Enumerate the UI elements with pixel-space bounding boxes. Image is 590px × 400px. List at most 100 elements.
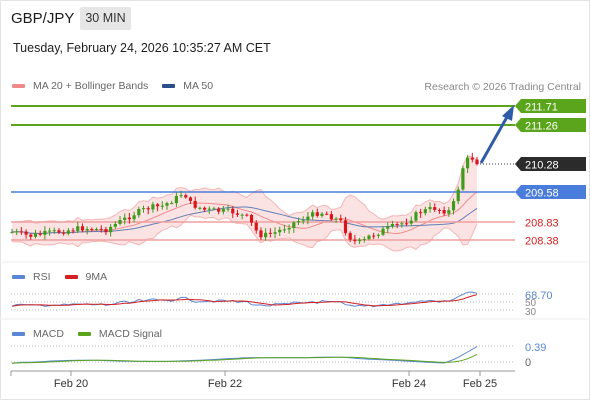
candle-body xyxy=(311,212,315,217)
level-label-208-83: 208.83 xyxy=(525,218,559,230)
candle-body xyxy=(437,209,442,211)
candle-body xyxy=(113,223,117,227)
candle-body xyxy=(325,213,329,215)
macd-zero-label: 0 xyxy=(525,357,531,369)
macd-value-label: 0.39 xyxy=(525,342,546,354)
candle-body xyxy=(202,207,207,210)
candle-body xyxy=(90,228,94,230)
candle-body xyxy=(287,227,291,230)
rsi-tick-30: 30 xyxy=(525,307,537,318)
legend-label-macd: MACD xyxy=(33,328,64,340)
candle-body xyxy=(461,168,465,190)
legend-label-bollinger: MA 20 + Bollinger Bands xyxy=(33,80,149,92)
timestamp-label: Tuesday, February 24, 2026 10:35:27 AM C… xyxy=(13,41,271,55)
candle-body xyxy=(419,212,423,214)
candle-body xyxy=(151,204,155,210)
macd-signal-line xyxy=(11,353,478,364)
candle-body xyxy=(179,195,183,197)
candle-body xyxy=(264,232,268,238)
legend-item-macd[interactable]: MACD xyxy=(12,328,64,340)
legend-swatch-9ma xyxy=(64,275,78,279)
candle-body xyxy=(249,214,254,223)
candle-body xyxy=(127,217,132,220)
candle-body xyxy=(357,239,362,242)
candle-body xyxy=(367,235,371,240)
legend-item-ma50[interactable]: MA 50 xyxy=(162,80,213,92)
candle-body xyxy=(184,195,188,198)
candle-body xyxy=(301,220,305,222)
candle-body xyxy=(268,232,272,234)
level-badge-210-28[interactable]: 210.28 xyxy=(515,157,586,172)
candle-body xyxy=(428,207,432,210)
candle-body xyxy=(10,231,14,233)
candle-body xyxy=(259,230,263,238)
level-badge-211-71[interactable]: 211.71 xyxy=(515,99,586,114)
candle-body xyxy=(235,213,240,215)
timeframe-button[interactable]: 30 MIN xyxy=(80,7,131,30)
chart-header: GBP/JPY 30 MIN xyxy=(0,0,590,34)
rsi-9ma-line xyxy=(11,294,478,307)
legend-label-9ma: 9MA xyxy=(85,271,108,283)
macd-legend: MACD MACD Signal xyxy=(12,328,176,340)
candle-body xyxy=(339,218,343,221)
candle-body xyxy=(456,189,460,202)
candle-body xyxy=(221,208,225,212)
candle-body xyxy=(29,234,33,237)
candle-body xyxy=(146,208,150,210)
candle-body xyxy=(372,235,376,237)
level-badge-209-58[interactable]: 209.58 xyxy=(515,185,586,200)
candle-body xyxy=(320,213,324,216)
candle-body xyxy=(38,233,42,235)
candle-body xyxy=(174,196,178,204)
candle-body xyxy=(466,157,470,169)
legend-item-macd-signal[interactable]: MACD Signal xyxy=(77,328,162,340)
bollinger-band-area xyxy=(12,156,477,251)
bollinger-lower-line xyxy=(12,214,478,252)
level-badge-211-26[interactable]: 211.26 xyxy=(515,118,586,133)
level-label-208-38: 208.38 xyxy=(525,236,559,248)
candle-body xyxy=(132,215,136,220)
badge-shape-211-71 xyxy=(515,99,586,113)
badge-text-211-71: 211.71 xyxy=(525,102,558,114)
candle-body xyxy=(390,224,395,227)
candle-body xyxy=(118,220,122,224)
candle-body xyxy=(15,231,19,233)
candle-body xyxy=(381,228,385,235)
candlestick-series xyxy=(10,152,479,245)
candle-body xyxy=(19,231,23,233)
candle-body xyxy=(329,214,333,220)
research-credit: Research © 2026 Trading Central xyxy=(424,81,581,93)
candle-body xyxy=(33,233,38,237)
candle-body xyxy=(207,208,211,210)
ma50-line xyxy=(11,206,478,235)
candle-body xyxy=(94,228,99,230)
legend-swatch-rsi xyxy=(12,275,25,279)
candle-body xyxy=(52,230,56,232)
candle-body xyxy=(24,231,28,235)
candle-body xyxy=(475,159,479,165)
candle-body xyxy=(156,204,160,207)
legend-item-rsi[interactable]: RSI xyxy=(12,271,51,283)
legend-label-rsi: RSI xyxy=(33,271,51,283)
candle-body xyxy=(137,208,141,216)
badge-shape-211-26 xyxy=(515,118,586,132)
legend-label-macd-signal: MACD Signal xyxy=(98,328,162,340)
candle-body xyxy=(43,230,47,235)
candle-body xyxy=(451,201,456,211)
candle-body xyxy=(334,218,338,220)
legend-item-bollinger[interactable]: MA 20 + Bollinger Bands xyxy=(12,80,148,92)
legend-item-9ma[interactable]: 9MA xyxy=(64,271,108,283)
candle-body xyxy=(442,210,446,214)
candle-body xyxy=(47,230,52,232)
candle-body xyxy=(254,222,258,231)
symbol-label[interactable]: GBP/JPY xyxy=(11,10,75,27)
candle-body xyxy=(198,207,202,209)
candle-body xyxy=(99,228,103,230)
rsi-legend: RSI 9MA xyxy=(12,271,121,283)
candle-body xyxy=(123,217,127,221)
candle-body xyxy=(278,229,282,233)
legend-label-ma50: MA 50 xyxy=(183,80,214,92)
candle-body xyxy=(362,239,366,241)
candle-body xyxy=(71,230,75,232)
